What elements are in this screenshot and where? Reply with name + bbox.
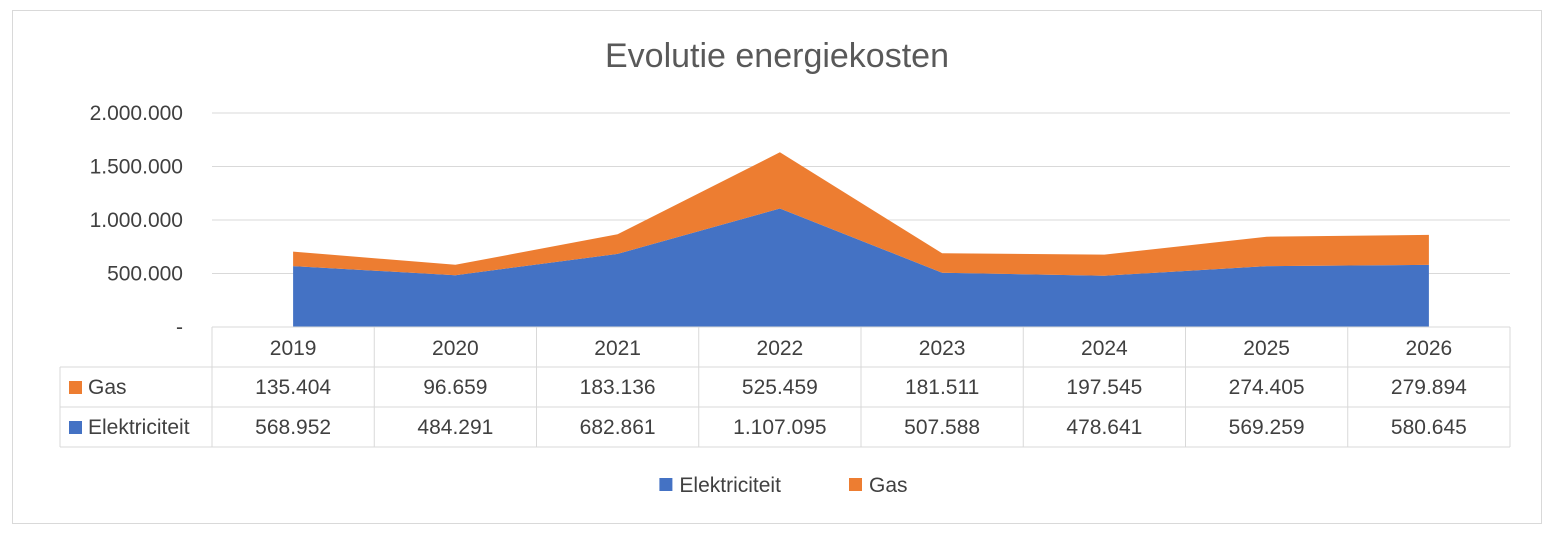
- x-tick-label: 2023: [919, 337, 966, 360]
- x-tick-label: 2024: [1081, 337, 1128, 360]
- table-cell-value: 484.291: [417, 416, 493, 439]
- y-tick-label: -: [176, 316, 183, 339]
- legend-key-elektriciteit: [659, 478, 673, 491]
- chart-title: Evolutie energiekosten: [605, 37, 949, 75]
- x-tick-label: 2021: [594, 337, 641, 360]
- x-tick-label: 2020: [432, 337, 479, 360]
- table-cell-value: 682.861: [580, 416, 656, 439]
- table-cell-value: 274.405: [1229, 376, 1305, 399]
- x-tick-label: 2026: [1406, 337, 1453, 360]
- table-legend-key-elektriciteit: [69, 421, 82, 434]
- y-tick-label: 1.000.000: [90, 209, 183, 232]
- table-cell-value: 569.259: [1229, 416, 1305, 439]
- x-tick-label: 2019: [270, 337, 317, 360]
- table-cell-value: 181.511: [905, 376, 979, 399]
- y-axis: - 500.000 1.000.000 1.500.000 2.000.000: [90, 102, 183, 339]
- table-cell-value: 525.459: [742, 376, 818, 399]
- area-series-gas: [293, 152, 1429, 276]
- table-cell-value: 507.588: [904, 416, 980, 439]
- table-cell-value: 1.107.095: [733, 416, 826, 439]
- table-cell-value: 135.404: [255, 376, 331, 399]
- y-tick-label: 2.000.000: [90, 102, 183, 125]
- table-legend-key-gas: [69, 381, 82, 394]
- table-cell-value: 197.545: [1066, 376, 1142, 399]
- legend: Elektriciteit Gas: [659, 474, 908, 497]
- plot-area: [293, 152, 1429, 327]
- table-row-label: Gas: [88, 376, 127, 399]
- table-cell-value: 568.952: [255, 416, 331, 439]
- table-cell-value: 96.659: [423, 376, 487, 399]
- y-tick-label: 1.500.000: [90, 156, 183, 179]
- table-cell-value: 580.645: [1391, 416, 1467, 439]
- x-tick-label: 2022: [757, 337, 804, 360]
- table-cell-value: 478.641: [1066, 416, 1142, 439]
- legend-key-gas: [849, 478, 862, 491]
- table-cell-value: 183.136: [580, 376, 656, 399]
- x-tick-label: 2025: [1243, 337, 1290, 360]
- data-table: 2019 2020 2021 2022 2023 2024 2025 2026 Gas 135.4…: [59, 326, 1511, 448]
- table-row-label: Elektriciteit: [88, 416, 190, 439]
- table-cell-value: 279.894: [1391, 376, 1467, 399]
- y-tick-label: 500.000: [107, 263, 183, 286]
- legend-label: Elektriciteit: [679, 474, 781, 497]
- area-series-elektriciteit: [293, 208, 1429, 327]
- legend-label: Gas: [869, 474, 908, 497]
